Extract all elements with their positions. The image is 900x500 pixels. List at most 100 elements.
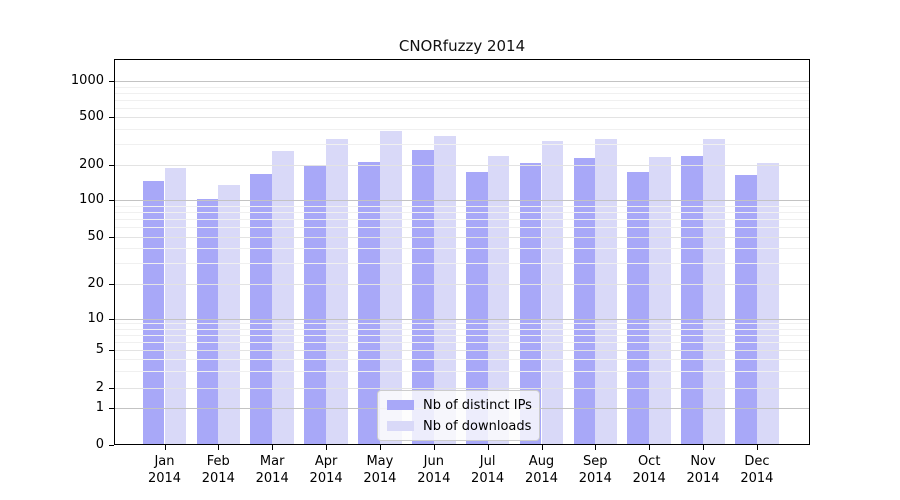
bar-nb-of-distinct-ips-jun-2014 (411, 149, 434, 444)
bar-nb-of-downloads-dec-2014 (756, 163, 779, 444)
gridline-minor-900 (115, 86, 809, 88)
bar-nb-of-distinct-ips-jan-2014 (142, 181, 165, 444)
y-tick-10 (109, 318, 114, 320)
gridline-10 (115, 318, 809, 320)
bar-nb-of-downloads-oct-2014 (649, 156, 671, 444)
bar-nb-of-distinct-ips-mar-2014 (250, 173, 273, 444)
gridline-minor-8 (115, 328, 809, 330)
x-tick-sep-2014 (595, 445, 597, 450)
gridline-minor-300 (115, 143, 809, 145)
x-tick-jun-2014 (433, 445, 435, 450)
bar-nb-of-distinct-ips-may-2014 (358, 162, 380, 444)
y-tick-50 (109, 236, 114, 238)
legend-item-downloads: Nb of downloads (387, 417, 532, 435)
gridline-minor-4 (115, 359, 809, 361)
x-tick-label-mar-2014: Mar 2014 (255, 454, 289, 486)
y-tick-label-5: 5 (95, 342, 104, 357)
bar-nb-of-downloads-nov-2014 (703, 139, 725, 444)
gridline-minor-9 (115, 323, 809, 325)
x-tick-jul-2014 (487, 445, 489, 450)
y-tick-100 (109, 200, 114, 201)
y-tick-2 (109, 387, 114, 389)
gridline-50 (115, 236, 809, 238)
x-tick-jan-2014 (164, 445, 166, 450)
gridline-500 (115, 117, 809, 118)
y-tick-label-500: 500 (79, 109, 104, 124)
bar-nb-of-downloads-feb-2014 (218, 184, 241, 444)
y-tick-500 (109, 117, 114, 118)
gridline-2 (115, 387, 809, 389)
x-tick-aug-2014 (541, 445, 543, 450)
legend-swatch-downloads (387, 421, 414, 431)
gridline-1000 (115, 81, 809, 82)
y-tick-label-1000: 1000 (70, 73, 104, 88)
legend: Nb of distinct IPs Nb of downloads (377, 390, 540, 441)
gridline-minor-600 (115, 107, 809, 109)
y-tick-label-200: 200 (79, 157, 104, 172)
y-tick-label-10: 10 (87, 310, 104, 326)
x-tick-label-dec-2014: Dec 2014 (740, 454, 774, 486)
gridline-minor-70 (115, 218, 809, 220)
legend-item-distinct-ips: Nb of distinct IPs (387, 396, 532, 414)
x-tick-mar-2014 (272, 445, 274, 450)
x-tick-label-apr-2014: Apr 2014 (309, 454, 343, 486)
bar-nb-of-distinct-ips-oct-2014 (627, 171, 650, 444)
bar-nb-of-downloads-mar-2014 (272, 150, 294, 444)
y-tick-0 (109, 444, 114, 446)
x-tick-label-jan-2014: Jan 2014 (147, 454, 182, 486)
bar-nb-of-distinct-ips-sep-2014 (573, 157, 596, 444)
gridline-5 (115, 350, 809, 351)
bar-nb-of-distinct-ips-nov-2014 (681, 156, 703, 444)
x-tick-feb-2014 (218, 445, 220, 450)
legend-label-downloads: Nb of downloads (423, 418, 532, 434)
gridline-minor-60 (115, 226, 809, 228)
legend-label-distinct-ips: Nb of distinct IPs (423, 397, 532, 413)
x-tick-label-feb-2014: Feb 2014 (201, 454, 235, 486)
bar-nb-of-downloads-aug-2014 (541, 141, 564, 444)
bar-nb-of-downloads-jul-2014 (487, 155, 510, 444)
x-tick-label-sep-2014: Sep 2014 (578, 454, 612, 486)
x-tick-label-may-2014: May 2014 (363, 454, 397, 486)
x-tick-label-nov-2014: Nov 2014 (686, 454, 720, 486)
x-tick-nov-2014 (703, 445, 704, 450)
gridline-minor-30 (115, 263, 809, 264)
gridline-minor-7 (115, 334, 809, 336)
bar-nb-of-downloads-apr-2014 (326, 138, 348, 444)
bar-nb-of-downloads-jan-2014 (164, 167, 187, 444)
y-tick-label-1: 1 (95, 399, 104, 415)
y-tick-1000 (109, 81, 114, 82)
x-tick-label-aug-2014: Aug 2014 (524, 454, 559, 486)
y-tick-5 (109, 350, 114, 351)
y-tick-1 (109, 407, 114, 409)
gridline-minor-80 (115, 211, 809, 213)
y-tick-label-20: 20 (87, 276, 104, 291)
x-tick-apr-2014 (326, 445, 328, 450)
bar-nb-of-distinct-ips-jul-2014 (465, 171, 488, 444)
bar-nb-of-distinct-ips-aug-2014 (519, 163, 542, 444)
gridline-minor-700 (115, 99, 809, 101)
gridline-minor-400 (115, 128, 809, 130)
gridline-100 (115, 200, 809, 201)
gridline-minor-40 (115, 248, 809, 250)
bar-nb-of-downloads-may-2014 (379, 131, 402, 444)
y-tick-20 (109, 284, 114, 285)
bar-nb-of-downloads-sep-2014 (595, 139, 618, 444)
x-tick-dec-2014 (756, 445, 758, 450)
x-tick-label-jul-2014: Jul 2014 (471, 454, 505, 486)
y-tick-label-50: 50 (87, 228, 104, 244)
x-tick-may-2014 (379, 445, 381, 450)
y-tick-label-2: 2 (95, 379, 104, 395)
x-tick-label-jun-2014: Jun 2014 (417, 454, 451, 486)
x-tick-label-oct-2014: Oct 2014 (632, 454, 666, 486)
gridline-minor-6 (115, 341, 809, 343)
gridline-minor-90 (115, 205, 809, 207)
y-tick-200 (109, 165, 114, 166)
gridline-20 (115, 284, 809, 285)
chart-title: CNORfuzzy 2014 (398, 37, 526, 55)
bar-nb-of-distinct-ips-feb-2014 (196, 198, 219, 444)
gridline-minor-800 (115, 92, 809, 94)
legend-swatch-distinct-ips (387, 400, 414, 410)
gridline-minor-3 (115, 370, 809, 372)
gridline-200 (115, 165, 809, 166)
